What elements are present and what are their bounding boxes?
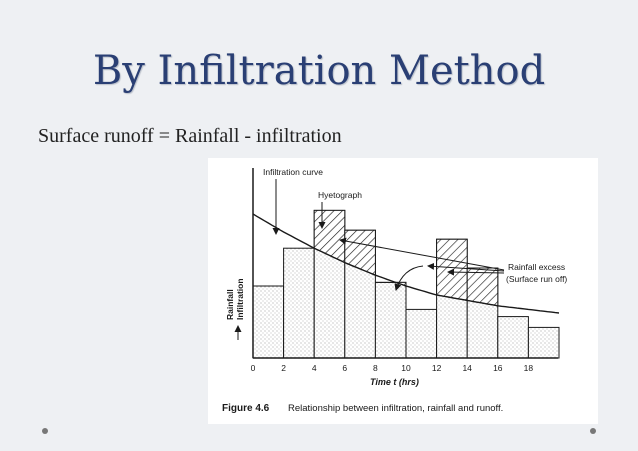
y-axis-label-rainfall: Rainfall bbox=[225, 289, 235, 320]
excess-arrow-curved bbox=[394, 265, 424, 291]
annotation-rainfall-excess: Rainfall excess bbox=[508, 262, 565, 272]
x-axis-label: Time t (hrs) bbox=[370, 377, 419, 387]
y-axis-label-infiltration: Infiltration bbox=[235, 278, 245, 320]
x-tick-label: 10 bbox=[401, 363, 411, 373]
slide-subtitle: Surface runoff = Rainfall - infiltration bbox=[38, 125, 342, 147]
hyetograph-bar bbox=[252, 285, 285, 359]
x-tick-label: 2 bbox=[281, 363, 286, 373]
hyetograph-bar bbox=[374, 281, 407, 359]
x-tick-label: 4 bbox=[312, 363, 317, 373]
slide-title: By Infiltration Method bbox=[92, 48, 546, 94]
footer-dot-right bbox=[590, 428, 596, 434]
x-tick-label: 16 bbox=[493, 363, 503, 373]
annotation-hyetograph: Hyetograph bbox=[318, 190, 362, 200]
figure: 0 2 4 6 8 10 12 14 16 18 Time t (hrs) Rainfall In… bbox=[208, 158, 598, 424]
annotation-surface-runoff: (Surface run off) bbox=[506, 274, 567, 284]
rainfall-excess-area bbox=[466, 267, 499, 307]
x-tick-label: 14 bbox=[462, 363, 472, 373]
annotation-infiltration-curve: Infiltration curve bbox=[263, 167, 323, 177]
hyetograph-bar bbox=[283, 247, 315, 359]
x-tick-label: 6 bbox=[342, 363, 347, 373]
chart: 0 2 4 6 8 10 12 14 16 18 Time t (hrs) Rainfall In… bbox=[222, 167, 567, 414]
rainfall-excess-areas bbox=[313, 209, 499, 307]
x-tick-label: 12 bbox=[432, 363, 442, 373]
x-tick-label: 18 bbox=[524, 363, 534, 373]
hyetograph-bar bbox=[527, 326, 560, 359]
x-tick-label: 8 bbox=[373, 363, 378, 373]
infiltration-curve-line bbox=[252, 213, 560, 314]
excess-arrow-3 bbox=[447, 268, 505, 276]
figure-caption-text: Relationship between infiltration, rainf… bbox=[288, 403, 503, 414]
figure-caption-label: Figure 4.6 bbox=[222, 403, 270, 414]
excess-arrow-2 bbox=[427, 262, 505, 272]
x-tick-label: 0 bbox=[251, 363, 256, 373]
rainfall-excess-area bbox=[436, 238, 468, 301]
footer-dot-left bbox=[42, 428, 48, 434]
hyetograph-bar bbox=[405, 308, 438, 359]
x-tick-labels: 0 2 4 6 8 10 12 14 16 18 bbox=[251, 363, 534, 373]
excess-arrow-1 bbox=[339, 237, 505, 271]
hyetograph-bar bbox=[497, 316, 529, 359]
